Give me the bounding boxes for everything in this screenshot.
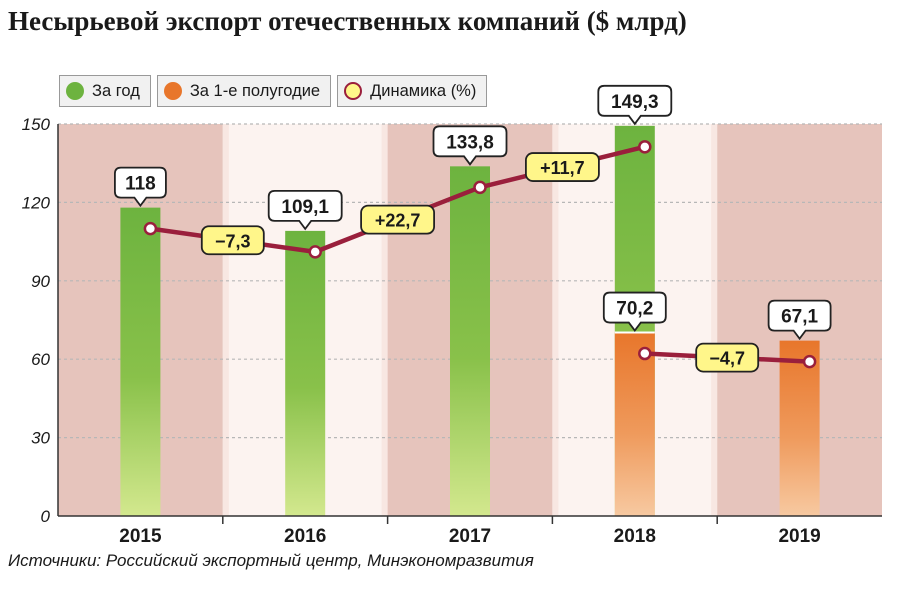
dynamics-point xyxy=(308,245,322,259)
chart-title: Несырьевой экспорт отечественных компани… xyxy=(8,6,687,36)
dynamics-point xyxy=(638,140,652,154)
value-callout-box xyxy=(267,189,343,231)
dynamics-label: +22,7 xyxy=(375,211,421,231)
bar-annual xyxy=(285,230,326,517)
x-tick-label: 2017 xyxy=(449,526,491,547)
value-callout-box xyxy=(602,291,667,333)
legend-item-dynamics: Динамика (%) xyxy=(337,75,488,107)
bar-half xyxy=(614,332,655,516)
value-label: 109,1 xyxy=(281,197,329,218)
value-label: 118 xyxy=(125,174,156,195)
dynamics-label: −4,7 xyxy=(709,349,745,369)
legend-label-half: За 1-е полугодие xyxy=(189,81,321,100)
dynamics-badge-box xyxy=(525,152,600,182)
y-tick-label: 60 xyxy=(31,350,50,369)
dynamics-point xyxy=(473,180,487,195)
y-tick-label: 90 xyxy=(31,272,50,291)
value-callout-half: 67,1 xyxy=(767,299,832,341)
bar-half xyxy=(779,340,820,516)
value-callout-box xyxy=(597,84,673,126)
value-label: 70,2 xyxy=(616,299,653,320)
dynamics-label: −7,3 xyxy=(215,231,251,251)
y-tick-label: 150 xyxy=(22,115,51,134)
dynamics-label: +11,7 xyxy=(540,158,585,178)
value-callout-annual: 149,3 xyxy=(597,84,673,126)
legend-label-dynamics: Динамика (%) xyxy=(370,81,477,100)
x-tick-label: 2019 xyxy=(778,526,820,547)
x-tick-label: 2018 xyxy=(614,526,656,547)
dynamics-badge: +11,7 xyxy=(525,152,600,182)
bar-annual xyxy=(450,166,490,516)
legend-swatch-annual xyxy=(66,82,84,100)
value-label: 67,1 xyxy=(781,307,818,328)
chart-legend: За год За 1-е полугодие Динамика (%) xyxy=(59,74,493,108)
dynamics-badge: −4,7 xyxy=(695,342,760,373)
value-callout-annual: 118 xyxy=(114,166,167,208)
legend-swatch-dynamics xyxy=(344,82,363,100)
dynamics-badge: −7,3 xyxy=(200,225,265,256)
x-tick-label: 2016 xyxy=(284,526,326,547)
legend-item-half: За 1-е полугодие xyxy=(156,75,332,107)
value-callout-annual: 109,1 xyxy=(267,189,343,231)
value-callout-box xyxy=(432,125,508,166)
dynamics-badge: +22,7 xyxy=(360,204,436,235)
y-tick-label: 120 xyxy=(22,193,51,212)
x-tick-label: 2015 xyxy=(119,526,162,547)
dynamics-badge-box xyxy=(360,204,436,235)
y-tick-label: 0 xyxy=(41,507,51,526)
value-label: 133,8 xyxy=(446,132,494,153)
legend-item-annual: За год xyxy=(59,75,151,107)
value-callout-annual: 133,8 xyxy=(432,125,508,166)
value-label: 149,3 xyxy=(611,92,659,113)
dynamics-badge-box xyxy=(200,225,265,256)
legend-label-annual: За год xyxy=(92,81,140,100)
dynamics-badge-box xyxy=(695,342,760,373)
source-note: Источники: Российский экспортный центр, … xyxy=(8,551,534,570)
legend-swatch-half xyxy=(163,82,182,100)
dynamics-point xyxy=(143,221,158,236)
bar-annual xyxy=(120,207,161,517)
dynamics-point xyxy=(638,346,652,361)
dynamics-point xyxy=(802,354,817,369)
value-callout-box xyxy=(767,299,832,341)
y-tick-label: 30 xyxy=(31,429,50,448)
value-callout-box xyxy=(114,166,167,208)
value-callout-half: 70,2 xyxy=(602,291,667,333)
